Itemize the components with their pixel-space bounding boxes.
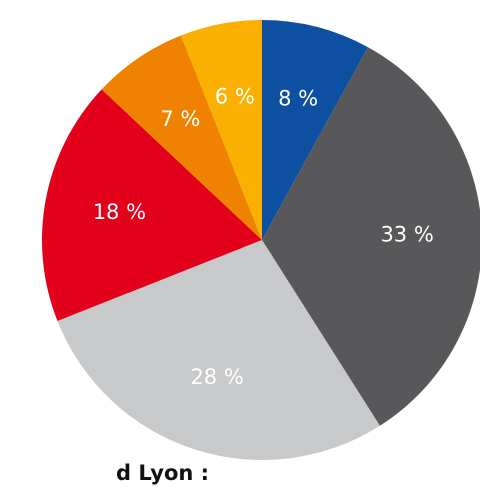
pie-slice (101, 35, 263, 240)
slice-label: 33 % (380, 222, 433, 246)
pie-slice (57, 240, 380, 460)
slice-label: 7 % (160, 107, 200, 131)
slice-label: 28 % (190, 365, 243, 389)
pie-slice (42, 89, 262, 321)
slice-label: 18 % (93, 200, 146, 224)
pie (42, 20, 480, 460)
pie-slice (262, 20, 368, 240)
pie-slice (262, 47, 480, 426)
caption: d Lyon : (116, 461, 209, 485)
pie-slice (181, 20, 262, 240)
slice-label: 6 % (215, 84, 255, 108)
slice-label: 8 % (278, 86, 318, 110)
